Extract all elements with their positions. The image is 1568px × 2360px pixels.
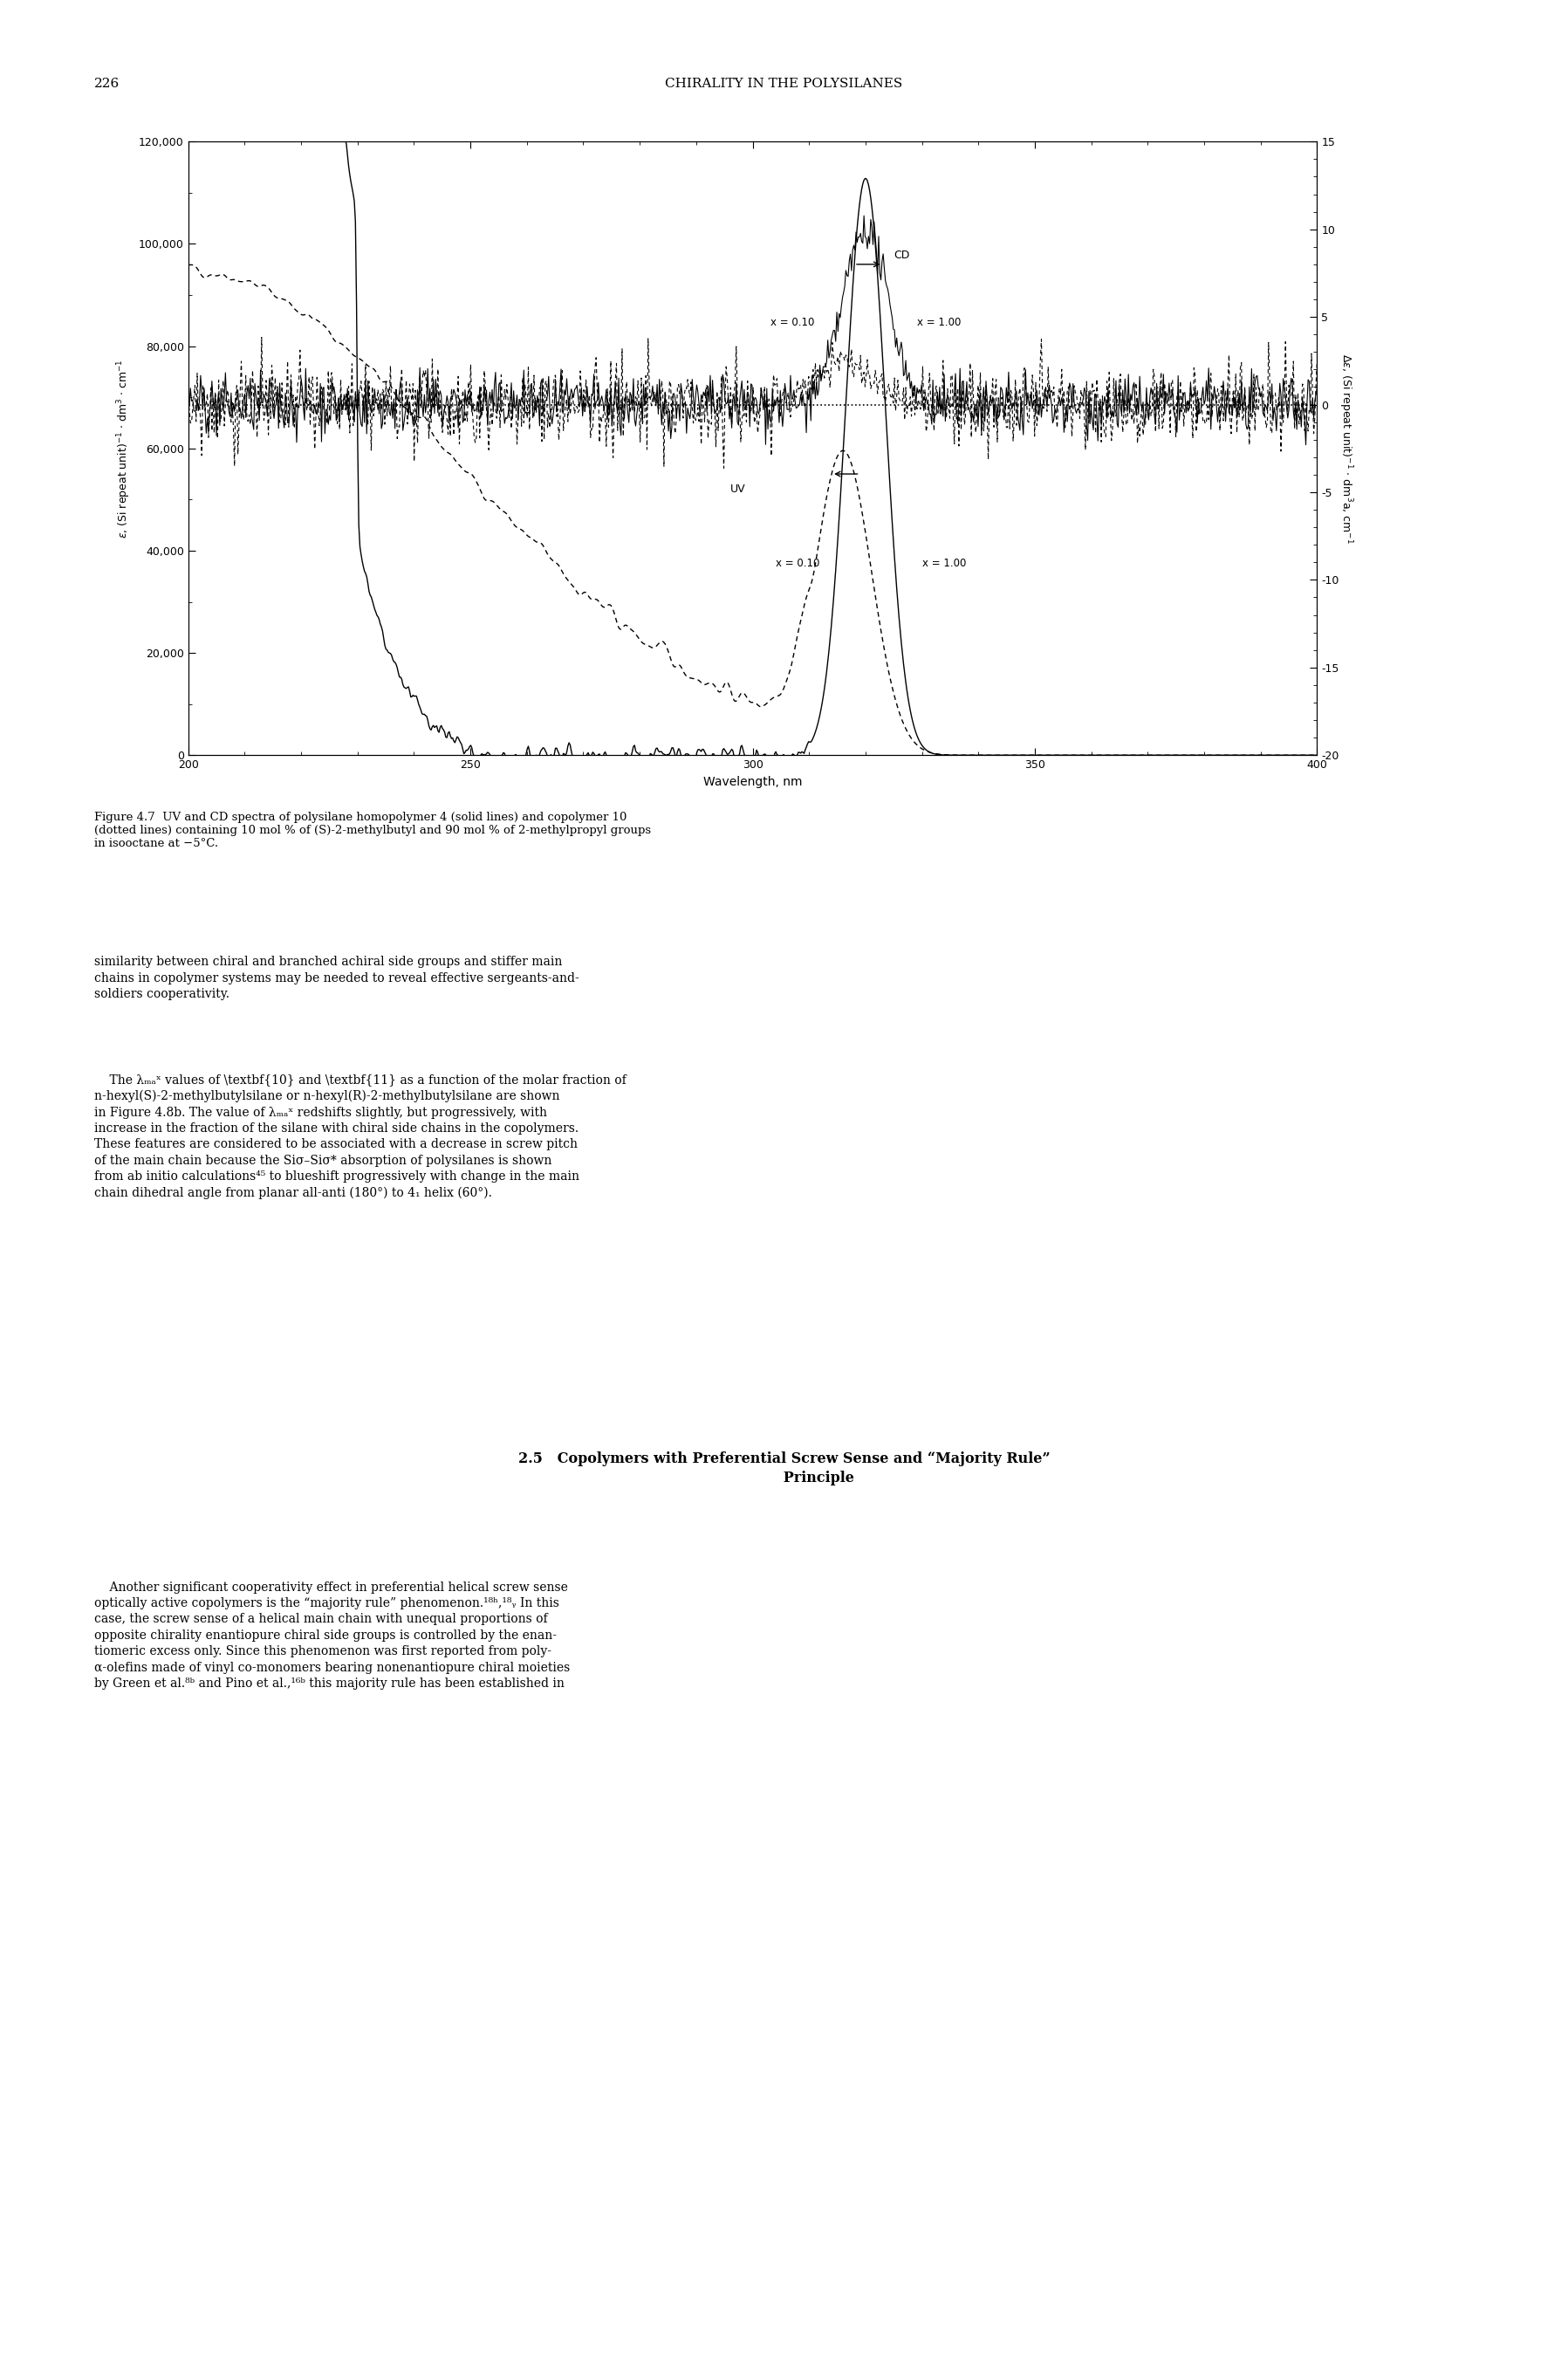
Text: The λₘₐˣ values of \textbf{10} and \textbf{11} as a function of the molar fracti: The λₘₐˣ values of \textbf{10} and \text… xyxy=(94,1074,626,1199)
Text: Another significant cooperativity effect in preferential helical screw sense
opt: Another significant cooperativity effect… xyxy=(94,1581,569,1690)
Text: 2.5   Copolymers with Preferential Screw Sense and “Majority Rule”
             : 2.5 Copolymers with Preferential Screw S… xyxy=(517,1451,1051,1484)
Text: UV: UV xyxy=(731,484,745,496)
Text: x = 0.10: x = 0.10 xyxy=(770,316,814,328)
Y-axis label: $\Delta\varepsilon$, (Si repeat unit)$^{-1}$ $\cdot$ dm$^3$a, cm$^{-1}$: $\Delta\varepsilon$, (Si repeat unit)$^{… xyxy=(1336,354,1353,543)
Y-axis label: $\varepsilon$, (Si repeat unit)$^{-1}$ $\cdot$ dm$^3$ $\cdot$ cm$^{-1}$: $\varepsilon$, (Si repeat unit)$^{-1}$ $… xyxy=(116,359,133,538)
Text: Figure 4.7  UV and CD spectra of polysilane homopolymer 4 (solid lines) and copo: Figure 4.7 UV and CD spectra of polysila… xyxy=(94,812,651,850)
Text: x = 1.00: x = 1.00 xyxy=(922,557,966,569)
Text: CD: CD xyxy=(894,250,909,262)
Text: CHIRALITY IN THE POLYSILANES: CHIRALITY IN THE POLYSILANES xyxy=(665,78,903,90)
Text: 226: 226 xyxy=(94,78,119,90)
X-axis label: Wavelength, nm: Wavelength, nm xyxy=(702,776,803,788)
Text: x = 1.00: x = 1.00 xyxy=(917,316,961,328)
Text: x = 0.10: x = 0.10 xyxy=(776,557,820,569)
Text: similarity between chiral and branched achiral side groups and stiffer main
chai: similarity between chiral and branched a… xyxy=(94,956,579,1001)
